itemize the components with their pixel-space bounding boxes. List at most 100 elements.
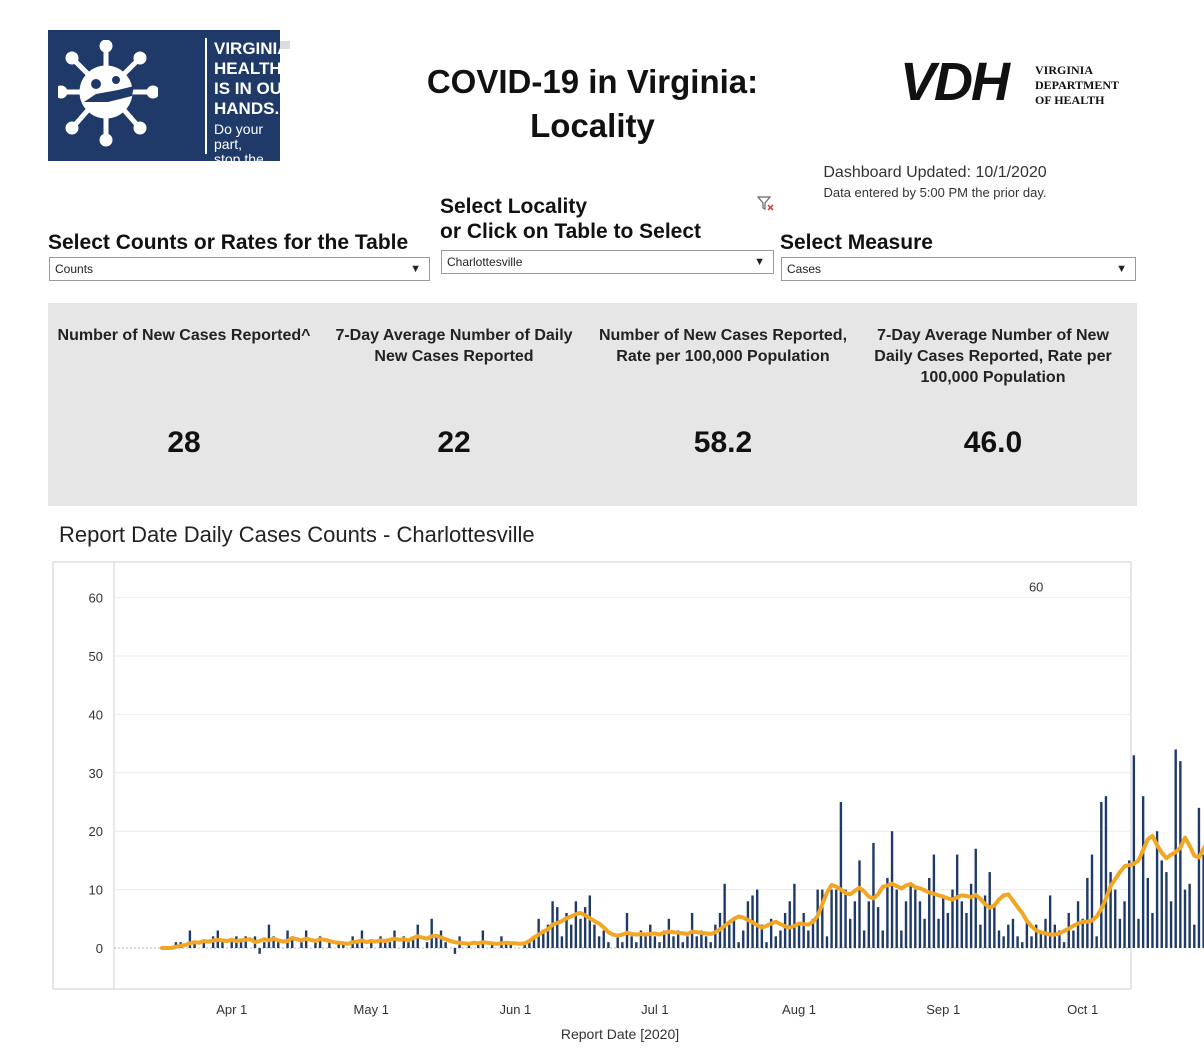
daily-case-bar [1100,802,1103,948]
daily-case-bar [918,901,922,948]
kpi-label-new-cases-rate: Number of New Cases Reported, Rate per 1… [598,327,848,365]
daily-case-bar [681,942,684,948]
page-title: COVID-19 in Virginia: Locality [426,63,759,144]
daily-case-bar [258,948,261,954]
daily-case-bar [425,942,429,948]
daily-case-bar [267,924,271,948]
x-tick-label: Jul 1 [641,1002,668,1017]
daily-case-bar [370,942,373,948]
counts-rates-dropdown[interactable]: Counts ▼ [49,257,430,281]
daily-case-bar [300,942,303,948]
daily-case-bar [746,901,750,948]
daily-case-bar [1090,854,1094,948]
daily-case-bar [444,942,447,948]
daily-case-bar [793,883,796,948]
daily-case-bar [923,918,926,948]
daily-case-bar [1025,918,1029,948]
daily-case-bar [621,942,624,948]
daily-case-bar [277,942,280,948]
daily-case-bar [579,918,582,948]
daily-case-bar [672,936,675,948]
logo-divider [205,38,207,154]
daily-case-bar [239,942,243,948]
daily-case-bar [821,889,824,948]
daily-case-bar [565,912,568,948]
daily-case-bar [825,936,829,948]
locality-dropdown[interactable]: Charlottesville ▼ [441,250,774,274]
y-tick-label: 60 [89,591,103,606]
daily-case-bar [1021,942,1024,948]
daily-case-bar [188,930,192,948]
daily-case-bar [928,877,931,948]
chart-title: Report Date Daily Cases Counts - Charlot… [59,522,535,547]
daily-case-bar [635,942,638,948]
daily-case-bar [709,942,712,948]
daily-case-bar [807,930,810,948]
daily-case-bar [937,918,940,948]
daily-case-bar [714,924,717,948]
daily-case-bar [402,936,405,948]
daily-case-bar [946,912,950,948]
y-tick-label: 50 [89,649,103,664]
daily-case-bar [1118,918,1122,948]
clear-filter-icon[interactable] [757,196,775,212]
daily-case-bar [737,942,740,948]
daily-case-bar [788,901,791,948]
daily-case-bar [291,936,294,948]
kpi-panel: Number of New Cases Reported^ 28 7-Day A… [48,303,1137,506]
daily-case-bar [1183,889,1187,948]
daily-case-bar [844,889,847,948]
virus-hands-icon [58,40,158,147]
daily-case-bar [1132,755,1136,948]
daily-case-bar [1188,883,1191,948]
measure-dropdown[interactable]: Cases ▼ [781,257,1136,281]
daily-case-bar [1193,924,1196,948]
daily-case-bar [1007,924,1010,948]
daily-case-bar [881,930,884,948]
daily-case-bar [1174,749,1177,948]
daily-case-bar [481,930,485,948]
daily-case-bar [602,930,605,948]
daily-case-bar [723,883,726,948]
daily-case-bar [1151,912,1154,948]
data-entered-note: Data entered by 5:00 PM the prior day. [823,185,1047,200]
x-tick-label: Oct 1 [1067,1002,1098,1017]
x-tick-label: May 1 [354,1002,389,1017]
daily-case-bar [872,842,875,948]
daily-case-bar [932,854,936,948]
daily-case-bar [658,942,661,948]
daily-case-bar [974,848,977,948]
daily-case-bar [797,924,801,948]
daily-case-bar [895,889,898,948]
locality-value: Charlottesville [447,255,523,269]
peak-annotation-label: 60 [1029,580,1043,595]
daily-case-bar [639,930,643,948]
daily-case-bar [542,930,545,948]
dashboard-updated: Dashboard Updated: 10/1/2020 [823,164,1047,181]
daily-case-bar [607,942,610,948]
kpi-label-new-cases: Number of New Cases Reported^ [57,327,311,344]
daily-case-bar [695,936,698,948]
table-selector-label: Select Counts or Rates for the Table [48,231,409,254]
daily-case-bar [318,936,322,948]
daily-case-bar [1002,936,1005,948]
daily-case-bar [1160,860,1163,948]
daily-case-bar [625,912,629,948]
daily-case-bar [1109,872,1112,948]
daily-case-bar [272,936,275,948]
daily-case-bar [955,854,959,948]
kpi-value-7day-avg: 22 [437,426,471,459]
daily-case-bar [663,930,666,948]
daily-case-bar [1155,831,1159,948]
daily-case-bar [314,942,317,948]
logo-headline: VIRGINIA'S HEALTH IS IN OUR HANDS. [214,39,305,118]
vdh-logo-text: VIRGINIA DEPARTMENT OF HEALTH [1035,63,1120,107]
daily-case-bar [1137,918,1140,948]
daily-case-bar [1058,930,1061,948]
daily-case-bar [574,901,578,948]
daily-case-bar [965,912,968,948]
daily-case-bar [1141,796,1145,948]
daily-case-bar [1072,930,1075,948]
daily-case-bar [1165,872,1168,948]
vdh-mark: VDH [900,52,1010,112]
